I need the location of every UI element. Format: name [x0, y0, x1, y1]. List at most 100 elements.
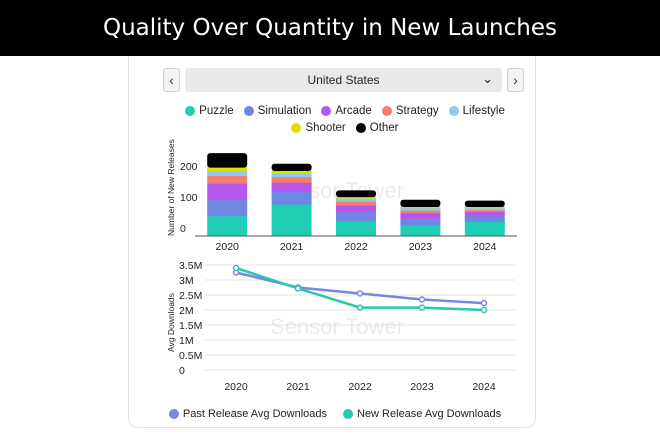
bar-segment-shooter[interactable] — [207, 167, 248, 172]
y-tick-label: 2.5M — [179, 290, 202, 302]
bar-segment-other[interactable] — [464, 200, 505, 208]
bar-segment-arcade[interactable] — [464, 211, 505, 217]
legend-label: New Release Avg Downloads — [357, 407, 502, 420]
legend-dot — [168, 408, 179, 419]
bar-segment-simulation[interactable] — [464, 215, 505, 222]
legend-label: Shooter — [305, 121, 346, 134]
line-point[interactable] — [294, 285, 302, 292]
bar-segment-shooter[interactable] — [271, 170, 312, 174]
line-point[interactable] — [480, 299, 488, 307]
bar-segment-shooter[interactable] — [336, 196, 376, 199]
legend-item-simulation[interactable]: Simulation — [243, 103, 312, 118]
x-tick-label: 2022 — [348, 381, 372, 393]
legend-dot — [185, 105, 196, 116]
legend-dot — [448, 105, 459, 116]
page-title: Quality Over Quantity in New Launches — [0, 0, 660, 56]
country-dropdown[interactable]: United States ⌄ — [185, 68, 502, 92]
x-tick-label: 2023 — [410, 381, 434, 393]
x-tick-label: 2020 — [216, 241, 240, 253]
bar-segment-lifestyle[interactable] — [400, 207, 441, 211]
bar-segment-puzzle[interactable] — [271, 204, 312, 237]
bar-segment-puzzle[interactable] — [400, 225, 441, 237]
bar-segment-strategy[interactable] — [271, 176, 312, 183]
bar-segment-simulation[interactable] — [207, 198, 248, 217]
chevron-left-icon[interactable]: ‹ — [163, 68, 180, 92]
bar-segment-arcade[interactable] — [400, 212, 441, 219]
bar-segment-simulation[interactable] — [400, 218, 441, 226]
y-tick-label: 2M — [179, 305, 194, 317]
y-axis-label: Avg Downloads — [166, 293, 176, 352]
x-tick-label: 2022 — [344, 241, 368, 253]
country-dropdown-value: United States — [307, 73, 380, 87]
bar-segment-strategy[interactable] — [400, 210, 441, 214]
line-point[interactable] — [356, 304, 364, 311]
bar-segment-shooter[interactable] — [464, 206, 505, 209]
bar-segment-puzzle[interactable] — [336, 221, 376, 237]
bar-segment-shooter[interactable] — [400, 206, 441, 209]
legend-item-puzzle[interactable]: Puzzle — [185, 103, 234, 118]
line-chart-legend: Past Release Avg Downloads New Release Av… — [140, 406, 530, 421]
legend-dot — [291, 122, 302, 133]
legend-label: Past Release Avg Downloads — [182, 407, 327, 420]
bar-segment-strategy[interactable] — [464, 209, 505, 212]
legend-dot — [343, 408, 353, 419]
legend-item-strategy[interactable]: Strategy — [381, 103, 439, 118]
bar-segment-arcade[interactable] — [336, 204, 376, 213]
x-tick-label: 2021 — [286, 381, 310, 393]
legend-item-other[interactable]: Other — [355, 120, 399, 135]
y-tick-label: 3.5M — [179, 260, 202, 272]
bar-segment-strategy[interactable] — [336, 201, 376, 206]
y-tick-label: 0 — [179, 365, 185, 377]
legend-item-shooter[interactable]: Shooter — [291, 120, 346, 135]
bar-segment-other[interactable] — [271, 163, 312, 172]
legend-label: Other — [369, 121, 399, 134]
legend-item-past-release[interactable]: Past Release Avg Downloads — [168, 406, 327, 421]
bar-chart-legend: Puzzle Simulation Arcade Strategy Lifestyle S… — [160, 103, 530, 135]
bar-segment-other[interactable] — [207, 153, 248, 168]
chevron-down-icon: ⌄ — [482, 71, 493, 86]
x-tick-label: 2024 — [472, 381, 496, 393]
bar-segment-arcade[interactable] — [271, 182, 312, 193]
y-tick-label: 0.5M — [179, 350, 202, 362]
legend-label: Lifestyle — [462, 104, 505, 117]
chevron-right-icon[interactable]: › — [507, 68, 524, 92]
line-point[interactable] — [232, 264, 240, 272]
bar-segment-other[interactable] — [400, 199, 441, 208]
legend-label: Simulation — [257, 104, 312, 117]
line-point[interactable] — [418, 304, 426, 311]
bar-segment-simulation[interactable] — [271, 191, 312, 205]
bar-segment-arcade[interactable] — [207, 183, 248, 200]
bar-segment-lifestyle[interactable] — [464, 207, 505, 211]
series-line-past-release — [235, 271, 485, 305]
bar-segment-strategy[interactable] — [207, 175, 248, 184]
legend-dot — [243, 105, 254, 116]
y-tick-label: 1M — [179, 335, 194, 347]
watermark: Sensor Tower — [270, 314, 404, 339]
series-line-new-release — [235, 266, 485, 312]
line-point[interactable] — [480, 306, 488, 314]
bar-segment-puzzle[interactable] — [464, 221, 505, 237]
legend-item-arcade[interactable]: Arcade — [321, 103, 372, 118]
legend-dot — [321, 105, 332, 116]
y-axis-label: Number of New Releases — [166, 139, 176, 236]
line-point[interactable] — [356, 290, 364, 297]
bar-segment-simulation[interactable] — [336, 211, 376, 222]
bar-segment-puzzle[interactable] — [207, 215, 248, 237]
legend-item-lifestyle[interactable]: Lifestyle — [448, 103, 505, 118]
bar-segment-lifestyle[interactable] — [207, 170, 248, 176]
bar-segment-lifestyle[interactable] — [271, 173, 312, 178]
bar-segment-other[interactable] — [336, 190, 376, 198]
y-tick-label: 100 — [180, 192, 198, 204]
bar-segment-lifestyle[interactable] — [336, 198, 376, 202]
x-tick-label: 2024 — [473, 241, 497, 253]
legend-label: Arcade — [335, 104, 372, 117]
line-point[interactable] — [418, 296, 426, 303]
legend-item-new-release[interactable]: New Release Avg Downloads — [343, 406, 501, 421]
x-tick-label: 2023 — [409, 241, 433, 253]
legend-dot — [381, 105, 392, 116]
x-tick-label: 2021 — [280, 241, 304, 253]
legend-label: Strategy — [395, 104, 439, 117]
x-tick-label: 2020 — [224, 381, 248, 393]
y-tick-label: 200 — [180, 161, 198, 173]
